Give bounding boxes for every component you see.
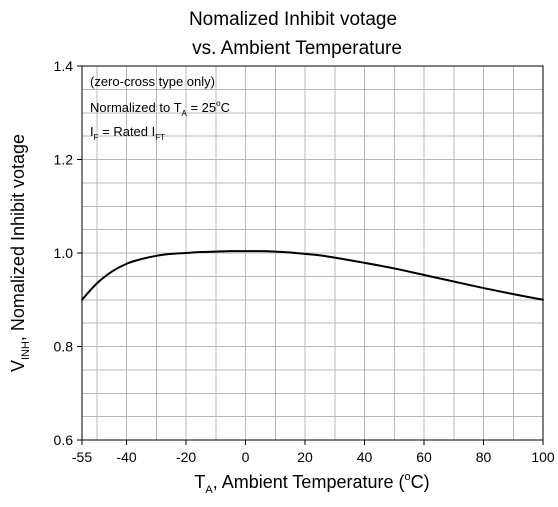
- y-axis-title-main: V: [8, 360, 28, 372]
- y-axis-title-sub: INH: [20, 341, 32, 360]
- x-axis-title-rest: , Ambient Temperature (: [213, 472, 405, 492]
- x-tick-label: 40: [357, 449, 373, 465]
- x-tick-label: 20: [297, 449, 313, 465]
- annotation-line-2-c: C: [221, 100, 230, 115]
- annotation-line-2-a: Normalized to T: [90, 100, 182, 115]
- annotation-block: (zero-cross type only) Normalized to TA …: [90, 74, 230, 142]
- grid-layer: [82, 66, 543, 440]
- x-tick-label: -40: [116, 449, 136, 465]
- annotation-line-3-sub2: FT: [155, 133, 165, 142]
- annotation-line-2-b: = 25: [187, 100, 216, 115]
- x-axis-title: TA, Ambient Temperature (oC): [194, 471, 429, 496]
- x-tick-label: -55: [72, 449, 92, 465]
- x-tick-label: -20: [176, 449, 196, 465]
- series-line: [82, 251, 543, 300]
- y-axis-title: VINH, Nomalized Inhibit votage: [8, 134, 32, 372]
- y-axis-title-rest: , Nomalized Inhibit votage: [8, 134, 28, 341]
- y-tick-label: 0.8: [54, 339, 74, 355]
- y-tick-label: 1.0: [54, 245, 74, 261]
- x-axis-title-end: C): [411, 472, 430, 492]
- x-tick-label: 0: [242, 449, 250, 465]
- x-tick-label: 60: [416, 449, 432, 465]
- annotation-line-1: (zero-cross type only): [90, 74, 215, 89]
- chart-title-line-1: Nomalized Inhibit votage: [189, 9, 397, 30]
- y-tick-label: 0.6: [54, 432, 74, 448]
- chart-title-line-2: vs. Ambient Temperature: [192, 38, 402, 59]
- x-tick-label: 100: [531, 449, 555, 465]
- annotation-line-3: IF = Rated IFT: [90, 124, 165, 142]
- curve-layer: [82, 251, 543, 300]
- x-tick-label: 80: [476, 449, 492, 465]
- x-axis-title-main: T: [194, 472, 205, 492]
- annotation-line-2: Normalized to TA = 25oC: [90, 99, 230, 118]
- y-tick-label: 1.4: [54, 58, 74, 74]
- y-tick-label: 1.2: [54, 152, 74, 168]
- annotation-line-3-b: = Rated I: [99, 124, 156, 139]
- tick-layer: -55 -40 -20 0 20 40 60 80 100 0.6 0.8 1.0 1.2 1.4: [54, 58, 555, 465]
